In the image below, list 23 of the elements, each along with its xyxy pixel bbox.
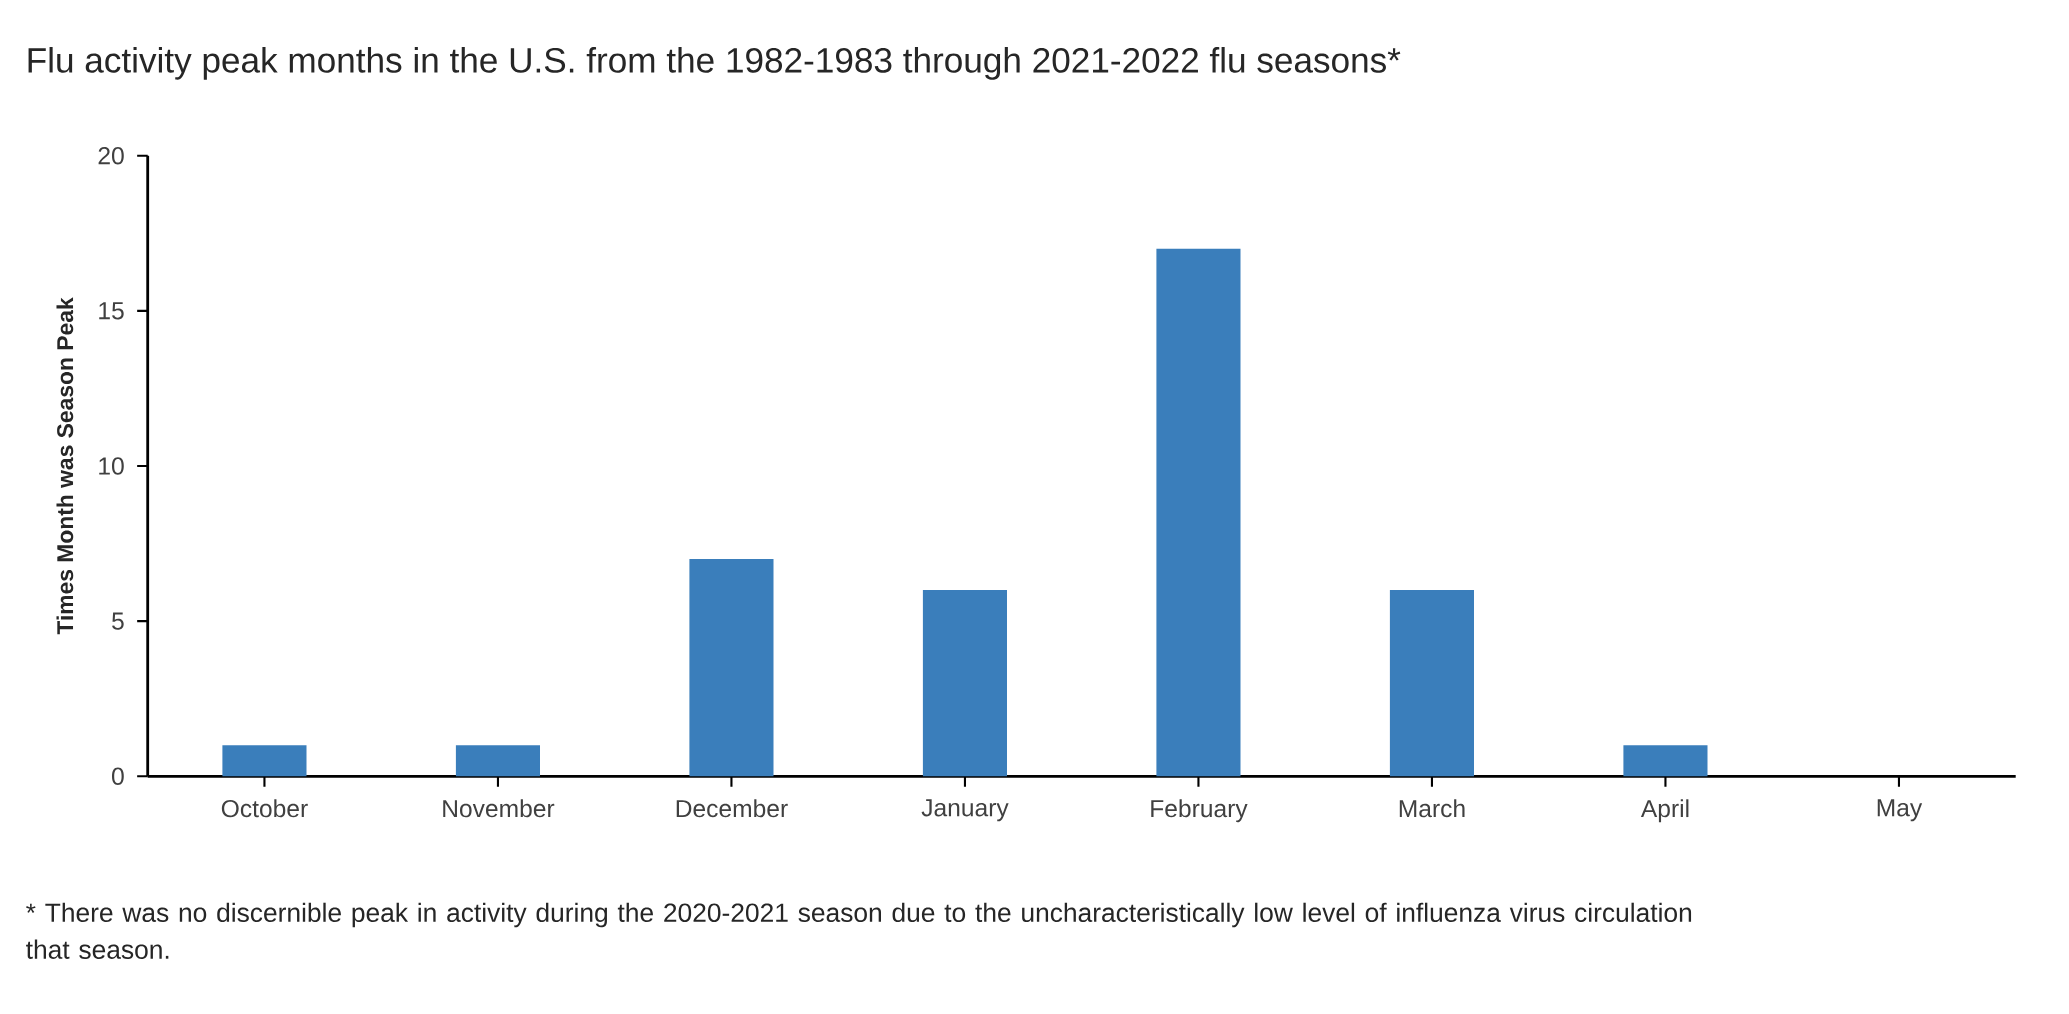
- x-tick-label: May: [1877, 799, 1923, 822]
- y-tick-label: 5: [112, 612, 124, 630]
- x-tick-label: February: [1151, 799, 1248, 823]
- y-tick-label: 20: [98, 147, 124, 165]
- y-tick-label: 10: [99, 457, 124, 475]
- bar: [1623, 745, 1708, 777]
- x-tick-label: December: [676, 799, 788, 818]
- x-tick-label: March: [1399, 799, 1465, 818]
- x-tick-label: November: [443, 799, 555, 818]
- y-tick-label: 0: [112, 767, 124, 785]
- bar: [455, 745, 540, 777]
- text: * There was no discernible peak in activity during the 2020-2021 season due to the uncharacteristically low level of influenza virus circulation that season.: [26, 902, 1692, 959]
- x-tick-label: April: [1640, 799, 1689, 823]
- chart-title: Flu activity peak months in the U.S. from the 1982-1983 through 2021-2022 flu seasons*: [28, 47, 1401, 80]
- x-tick-label: October: [221, 799, 308, 818]
- x-tick-label: January: [921, 799, 1009, 822]
- y-tick-label: 15: [99, 302, 124, 320]
- bar: [1156, 248, 1241, 777]
- bar: [922, 590, 1007, 777]
- bar: [222, 745, 307, 777]
- bar: [1389, 590, 1474, 777]
- bar: [689, 559, 774, 777]
- y-axis-title: Times Month was Season Peak: [56, 297, 74, 635]
